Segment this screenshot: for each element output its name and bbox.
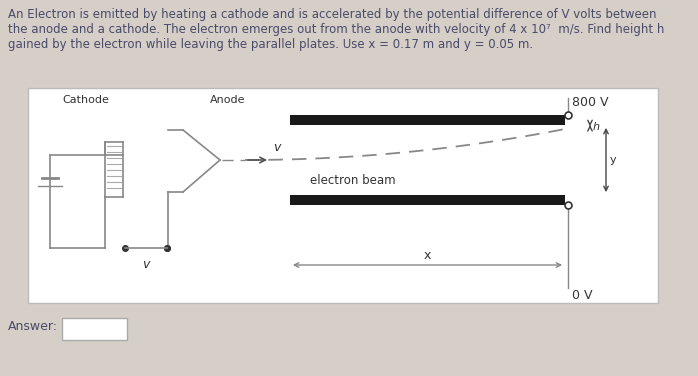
Text: y: y [610, 155, 616, 165]
Text: Answer:: Answer: [8, 320, 58, 333]
Text: Cathode: Cathode [63, 95, 110, 105]
Text: electron beam: electron beam [310, 174, 396, 187]
Text: v: v [273, 141, 281, 154]
Bar [28, 88, 658, 303]
Text: x: x [424, 249, 431, 262]
Text: h: h [593, 122, 600, 132]
Bar [62, 318, 127, 340]
Text: 800 V: 800 V [572, 96, 609, 109]
Text: An Electron is emitted by heating a cathode and is accelerated by the potential : An Electron is emitted by heating a cath… [8, 8, 664, 51]
Bar [290, 195, 565, 205]
Text: 0 V: 0 V [572, 289, 593, 302]
Text: Anode: Anode [210, 95, 246, 105]
Text: v: v [142, 258, 149, 271]
Bar [290, 115, 565, 125]
